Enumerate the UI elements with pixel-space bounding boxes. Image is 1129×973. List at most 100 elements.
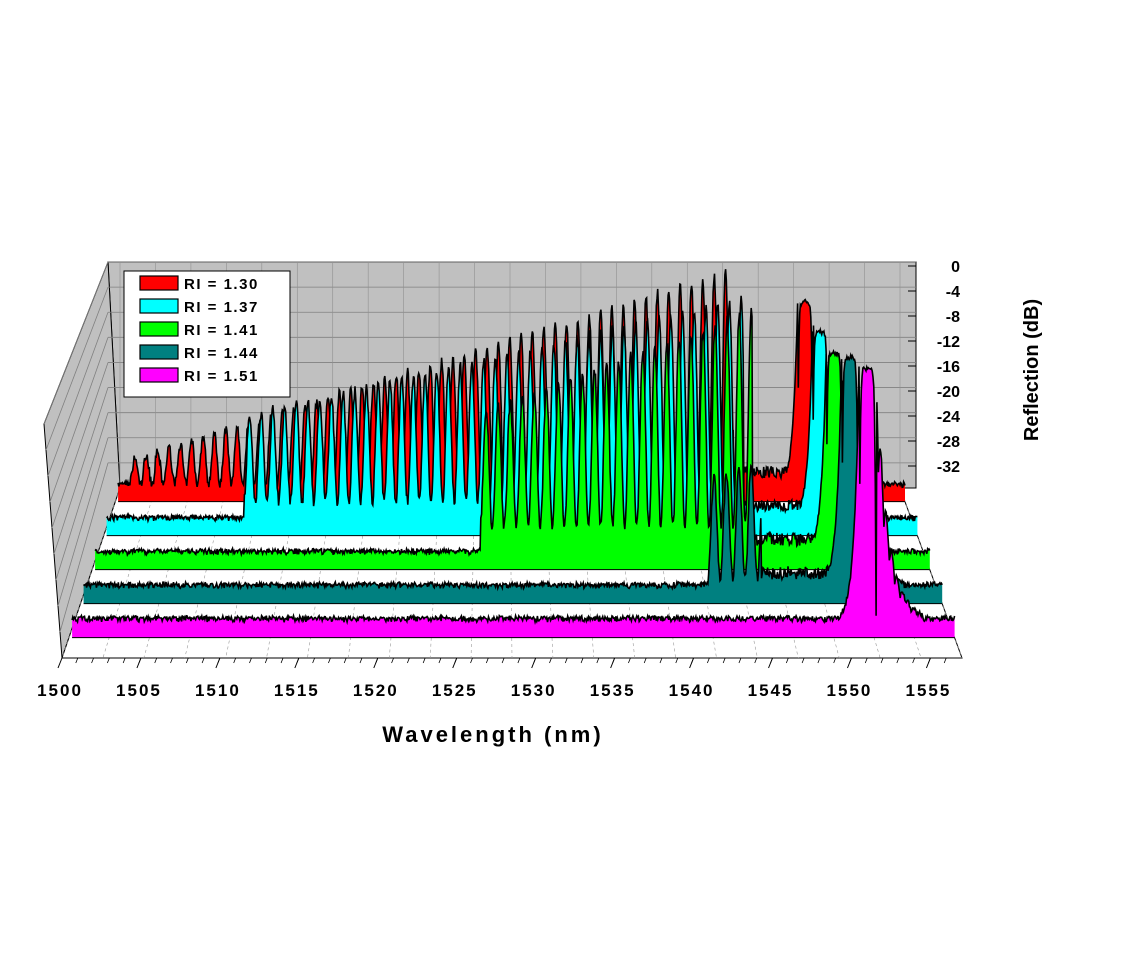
x-minor-tick xyxy=(470,657,473,664)
x-minor-tick xyxy=(501,657,505,664)
x-tick-label: 1500 xyxy=(37,681,83,700)
x-minor-tick xyxy=(359,657,363,664)
x-minor-tick xyxy=(643,657,647,664)
x-minor-tick xyxy=(75,657,79,664)
x-tick-label: 1535 xyxy=(590,681,636,700)
x-minor-tick xyxy=(738,657,742,664)
x-minor-tick xyxy=(91,657,94,664)
floor-gridline xyxy=(307,487,334,659)
floor-gridline xyxy=(545,487,554,659)
x-minor-tick xyxy=(533,657,537,664)
x-minor-tick xyxy=(375,657,379,664)
floor-gridline xyxy=(509,487,513,659)
floor-gridline xyxy=(429,487,440,659)
floor-gridline xyxy=(580,487,595,659)
x-minor-tick xyxy=(785,657,789,664)
side-wall-gridline xyxy=(57,437,109,607)
z-tick-label: -4 xyxy=(946,284,960,301)
legend-swatch-3 xyxy=(139,321,179,337)
legend-label-3: RI = 1.41 xyxy=(184,322,259,339)
legend-label-2: RI = 1.37 xyxy=(184,299,259,316)
legend-swatch-2 xyxy=(139,298,179,314)
x-minor-tick xyxy=(343,657,347,664)
z-axis-title: Reflection (dB) xyxy=(1021,299,1043,441)
x-tick-label: 1515 xyxy=(274,681,320,700)
z-tick-label: -24 xyxy=(937,409,960,426)
x-minor-tick xyxy=(580,657,584,664)
z-axis: 0 -4 -8 -12 -16 -20 -24 -28 -32 xyxy=(908,259,960,476)
side-wall-gridline xyxy=(45,286,109,451)
z-tick-label: -32 xyxy=(937,459,960,476)
x-minor-tick xyxy=(296,657,300,664)
x-minor-tick xyxy=(422,657,426,664)
x-minor-tick xyxy=(943,657,947,664)
x-minor-tick xyxy=(833,657,837,664)
series-area-5 xyxy=(72,366,955,638)
x-minor-tick xyxy=(817,657,821,664)
x-minor-tick xyxy=(264,657,268,664)
x-tick-label: 1510 xyxy=(195,681,241,700)
x-minor-tick xyxy=(896,657,900,664)
legend-swatch-1 xyxy=(139,275,179,291)
series-area-4 xyxy=(83,355,943,604)
x-minor-tick xyxy=(659,657,663,664)
x-minor-tick xyxy=(328,657,331,664)
x-minor-tick xyxy=(691,657,694,664)
x-minor-tick xyxy=(549,657,552,664)
side-wall-gridline xyxy=(59,462,109,633)
x-minor-tick xyxy=(801,657,805,664)
x-minor-tick xyxy=(912,657,916,664)
x-axis: 1500 1505 1510 1515 1520 1525 1530 1535 1540 1545… xyxy=(37,657,952,700)
x-minor-tick xyxy=(454,657,458,664)
series-line-3 xyxy=(94,307,931,558)
x-tick-label: 1530 xyxy=(511,681,557,700)
side-wall-gridline xyxy=(43,261,109,425)
z-tick-label: -8 xyxy=(946,309,960,326)
x-minor-tick xyxy=(675,657,679,664)
z-tick-label: -16 xyxy=(937,359,960,376)
x-tick-label: 1555 xyxy=(906,681,952,700)
side-wall-gridline xyxy=(51,362,109,529)
floor-gridline xyxy=(266,487,298,659)
x-minor-tick xyxy=(628,657,631,664)
x-minor-tick xyxy=(406,657,410,664)
side-wall-gridline xyxy=(55,412,109,581)
floor-gridline xyxy=(348,487,369,659)
z-tick-label: -20 xyxy=(937,384,960,401)
x-minor-tick xyxy=(880,657,884,664)
side-wall-gridline xyxy=(49,337,109,503)
x-minor-tick xyxy=(201,657,205,664)
x-tick-label: 1525 xyxy=(432,681,478,700)
legend-label-4: RI = 1.44 xyxy=(184,345,259,362)
x-minor-tick xyxy=(864,657,868,664)
legend-swatch-5 xyxy=(139,367,179,383)
x-minor-tick xyxy=(928,657,931,664)
series-layer xyxy=(71,269,956,639)
x-tick-label: 1520 xyxy=(353,681,399,700)
x-tick-label: 1550 xyxy=(827,681,873,700)
x-minor-tick xyxy=(154,657,158,664)
z-tick-label: -12 xyxy=(937,334,960,351)
x-minor-tick xyxy=(106,657,110,664)
floor-gridline xyxy=(388,487,404,659)
legend-label-5: RI = 1.51 xyxy=(184,368,259,385)
x-minor-tick xyxy=(564,657,568,664)
side-wall-gridline xyxy=(47,312,109,477)
legend: RI = 1.30 RI = 1.37 RI = 1.41 RI = 1.44 RI =… xyxy=(123,270,291,398)
x-minor-tick xyxy=(722,657,726,664)
x-tick-label: 1505 xyxy=(116,681,162,700)
x-tick-mark xyxy=(57,657,63,669)
side-wall-gridline xyxy=(53,387,109,555)
x-minor-tick xyxy=(170,657,173,664)
x-minor-tick xyxy=(754,657,758,664)
x-axis-title: Wavelength (nm) xyxy=(382,722,603,747)
x-minor-tick xyxy=(138,657,142,664)
x-minor-tick xyxy=(438,657,442,664)
x-minor-tick xyxy=(612,657,616,664)
x-minor-tick xyxy=(312,657,316,664)
x-minor-tick xyxy=(217,657,221,664)
x-minor-tick xyxy=(596,657,600,664)
z-tick-label: 0 xyxy=(951,259,960,276)
